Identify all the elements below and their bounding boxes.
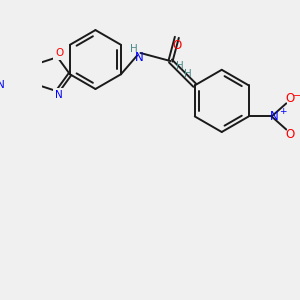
Text: N: N [55,91,63,100]
Text: O: O [172,39,182,52]
Text: N: N [134,51,143,64]
Text: H: H [130,44,138,54]
Text: H: H [184,69,192,79]
Text: O: O [285,92,294,105]
Text: −: − [292,91,300,101]
Text: H: H [176,61,184,71]
Text: O: O [55,48,63,58]
Text: N: N [270,110,278,123]
Text: O: O [285,128,294,141]
Text: +: + [279,107,287,116]
Text: N: N [0,80,4,90]
